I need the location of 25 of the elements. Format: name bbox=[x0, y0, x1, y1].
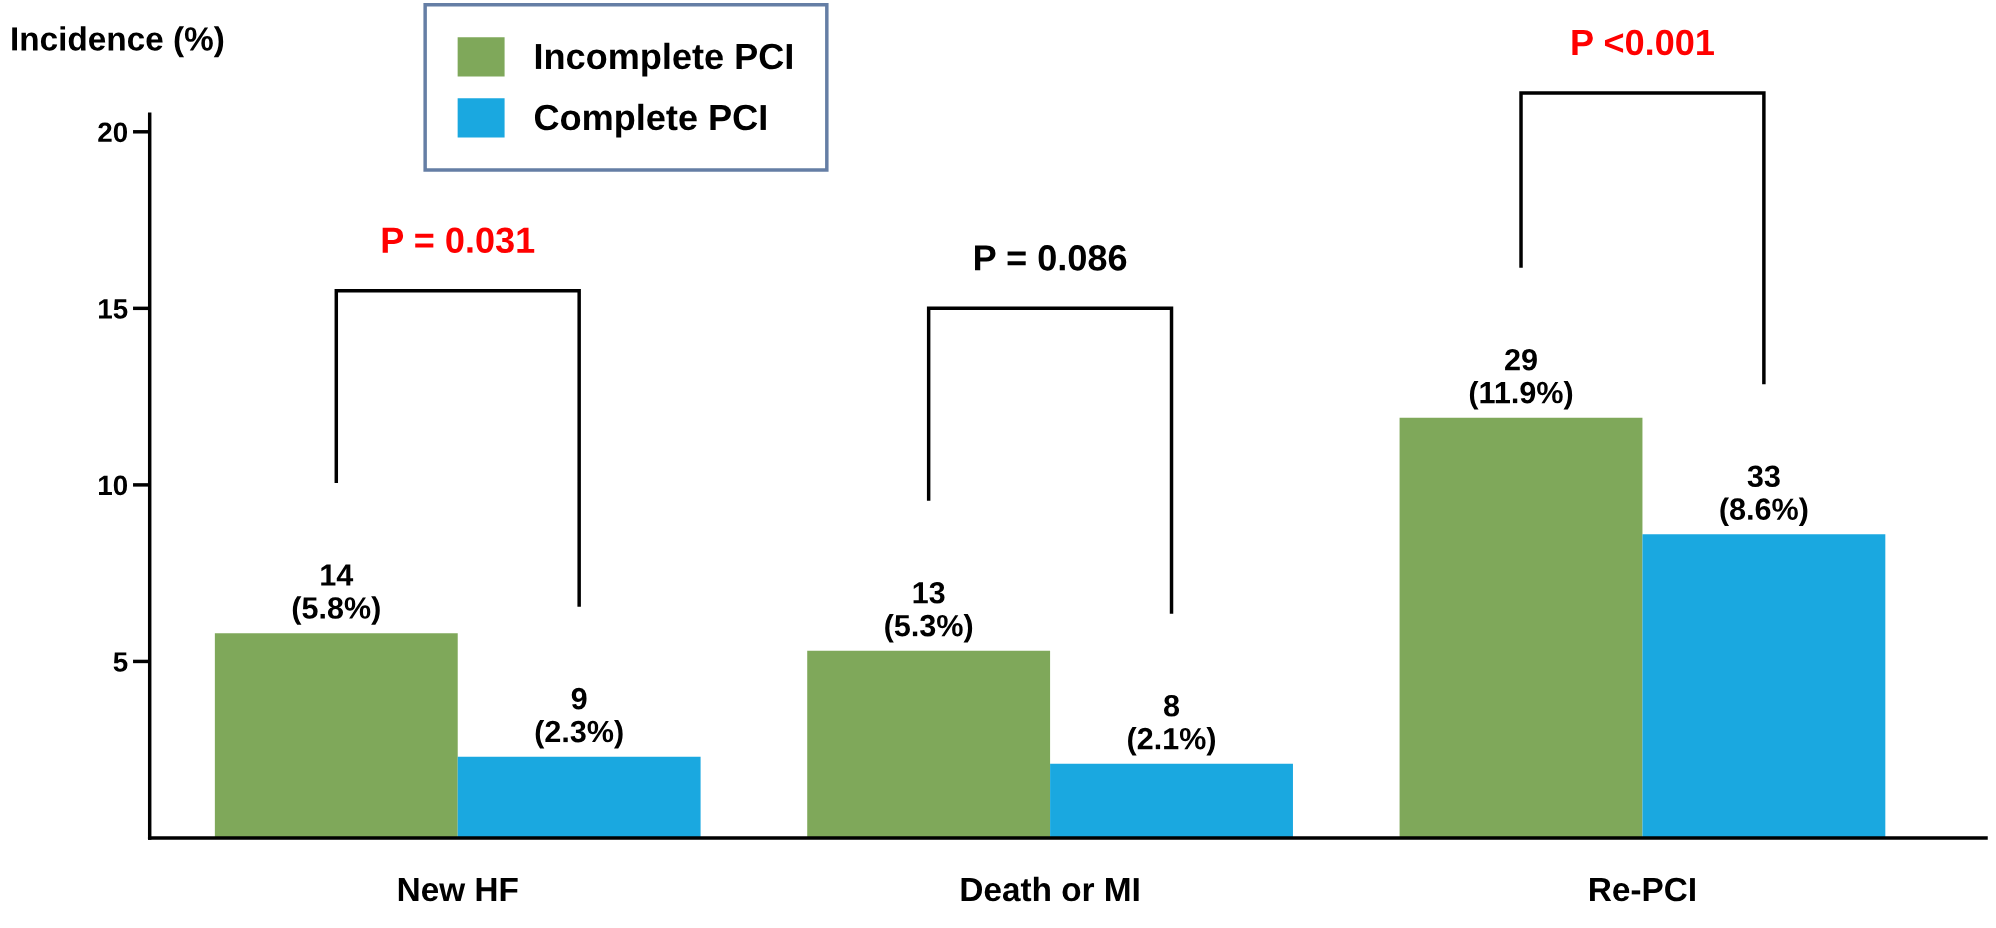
bar bbox=[807, 650, 1051, 838]
legend-label: Complete PCI bbox=[534, 103, 766, 138]
data-label: 8 (2.1%) bbox=[1128, 694, 1215, 756]
annotation: P = 0.031 bbox=[382, 227, 535, 254]
data-label: 13 (5.3%) bbox=[885, 581, 973, 643]
bar bbox=[1642, 534, 1886, 838]
data-label: 9 (2.3%) bbox=[535, 687, 623, 749]
bar bbox=[1050, 763, 1293, 838]
bar bbox=[457, 756, 701, 838]
y-axis-title: Incidence (%) bbox=[12, 26, 224, 58]
data-label: 14 (5.8%) bbox=[292, 564, 380, 625]
y-tick-label: 5 bbox=[113, 652, 128, 672]
legend-label: Incomplete PCI bbox=[535, 42, 792, 77]
y-tick-label: 15 bbox=[99, 299, 128, 319]
y-tick-label: 20 bbox=[98, 122, 128, 143]
x-tick-label: Re-PCI bbox=[1590, 877, 1695, 902]
bar bbox=[214, 633, 458, 838]
data-label: 29 (11.9%) bbox=[1469, 348, 1573, 410]
text: P <0.001 bbox=[1572, 29, 1714, 56]
x-tick-label: Death or MI bbox=[961, 876, 1139, 902]
y-tick-label: 10 bbox=[99, 475, 128, 496]
x-tick-label: New HF bbox=[398, 878, 518, 902]
data-label: 33 (8.6%) bbox=[1720, 465, 1808, 526]
annotation: P = 0.086 bbox=[975, 245, 1127, 271]
bar bbox=[1399, 417, 1643, 838]
